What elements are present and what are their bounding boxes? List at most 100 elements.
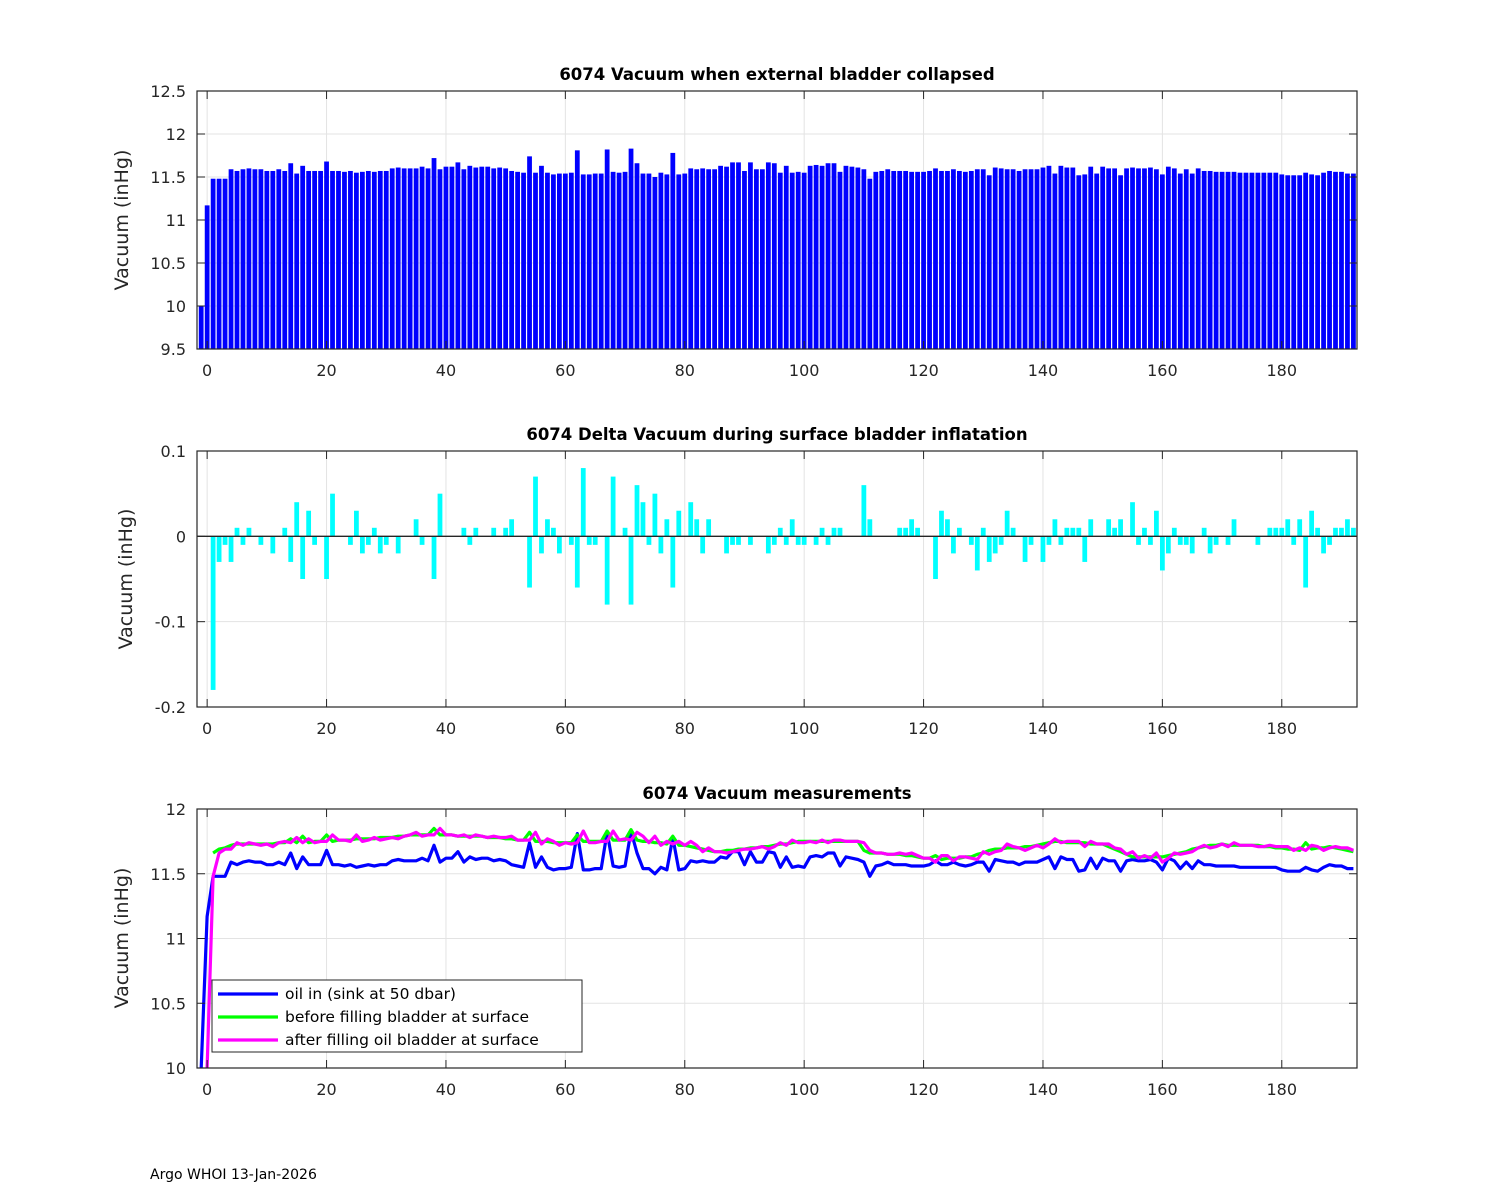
- bar: [1249, 172, 1255, 349]
- bar: [1130, 502, 1135, 537]
- bar: [957, 527, 962, 537]
- bar: [491, 168, 497, 349]
- bar: [467, 165, 473, 349]
- bar: [873, 171, 879, 349]
- plot-area: [197, 451, 1357, 707]
- bar: [1124, 168, 1129, 349]
- bar: [1327, 536, 1332, 545]
- bar: [533, 172, 538, 349]
- bar: [1345, 173, 1350, 349]
- bar: [813, 164, 819, 349]
- bar: [831, 163, 837, 349]
- bar: [1022, 536, 1028, 562]
- bar: [694, 519, 700, 537]
- bar: [831, 527, 837, 537]
- bar: [1028, 169, 1034, 349]
- chart-title-delta-vacuum: 6074 Delta Vacuum during surface bladder…: [526, 425, 1027, 444]
- x-tick-label: 180: [1267, 1080, 1298, 1099]
- bar: [1034, 169, 1040, 349]
- bar: [765, 536, 771, 554]
- bar: [1148, 167, 1153, 349]
- bar: [551, 174, 556, 349]
- y-tick-label: 11: [166, 211, 186, 230]
- bar: [801, 536, 807, 545]
- y-tick-label: -0.2: [155, 698, 186, 717]
- bar: [437, 493, 443, 537]
- bar: [1201, 527, 1207, 537]
- legend-label: before filling bladder at surface: [285, 1008, 529, 1026]
- bar: [927, 170, 932, 349]
- bar: [365, 170, 371, 349]
- bar: [479, 166, 485, 349]
- bar: [879, 170, 885, 349]
- bar: [228, 169, 234, 349]
- bar: [1159, 174, 1165, 349]
- bar: [742, 170, 747, 349]
- bar: [1273, 172, 1279, 349]
- bar: [300, 536, 306, 579]
- bar: [670, 152, 676, 349]
- bar: [1315, 175, 1320, 349]
- bar: [1165, 536, 1171, 554]
- bar: [622, 527, 628, 537]
- bar: [467, 536, 473, 545]
- bar: [586, 536, 592, 545]
- bar: [855, 167, 861, 349]
- y-tick-label: 11.5: [150, 168, 186, 187]
- bar: [604, 536, 610, 605]
- bar: [1046, 536, 1052, 545]
- bar: [1207, 170, 1213, 349]
- bar: [473, 527, 479, 537]
- bar: [1207, 536, 1213, 554]
- bar: [354, 510, 359, 537]
- bar: [1106, 519, 1112, 537]
- bar: [497, 167, 503, 349]
- bar: [1243, 172, 1249, 349]
- bar: [342, 171, 347, 349]
- bar: [939, 510, 944, 537]
- bar: [252, 169, 258, 349]
- bar: [992, 536, 998, 554]
- bar: [980, 169, 986, 349]
- bar: [1082, 536, 1088, 562]
- bar: [909, 171, 915, 349]
- bar: [837, 527, 843, 537]
- bar: [592, 173, 598, 349]
- bar: [819, 527, 825, 537]
- bar: [891, 170, 897, 349]
- legend-label: oil in (sink at 50 dbar): [285, 985, 456, 1003]
- bar: [1267, 527, 1273, 537]
- bar: [198, 306, 204, 349]
- bar: [473, 167, 479, 349]
- x-tick-label: 100: [789, 719, 820, 738]
- bar: [1016, 170, 1022, 349]
- chart-title-vacuum-measurements: 6074 Vacuum measurements: [642, 784, 911, 803]
- bar: [294, 502, 300, 537]
- bar: [1022, 169, 1028, 349]
- bar: [789, 519, 795, 537]
- y-tick-label: 10: [166, 297, 186, 316]
- bar: [957, 170, 962, 349]
- bar: [1231, 171, 1237, 349]
- bar: [545, 519, 550, 537]
- bar: [1112, 168, 1117, 349]
- bar: [968, 536, 974, 545]
- bar: [1189, 173, 1195, 349]
- bar: [801, 172, 807, 349]
- bar: [1321, 172, 1326, 349]
- bar: [676, 174, 682, 349]
- y-tick-label: 10.5: [150, 254, 186, 273]
- bar: [222, 178, 228, 349]
- bar: [1351, 173, 1356, 349]
- bar: [1219, 171, 1225, 349]
- bar: [1333, 171, 1338, 349]
- bar: [1040, 167, 1046, 349]
- x-tick-label: 100: [789, 361, 820, 380]
- bar: [724, 166, 729, 349]
- bar: [986, 175, 992, 349]
- plot-bottom: oil in (sink at 50 dbar) before filling b…: [150, 800, 1358, 1099]
- bar: [897, 170, 903, 349]
- bar: [1010, 169, 1016, 349]
- bar: [1285, 519, 1291, 537]
